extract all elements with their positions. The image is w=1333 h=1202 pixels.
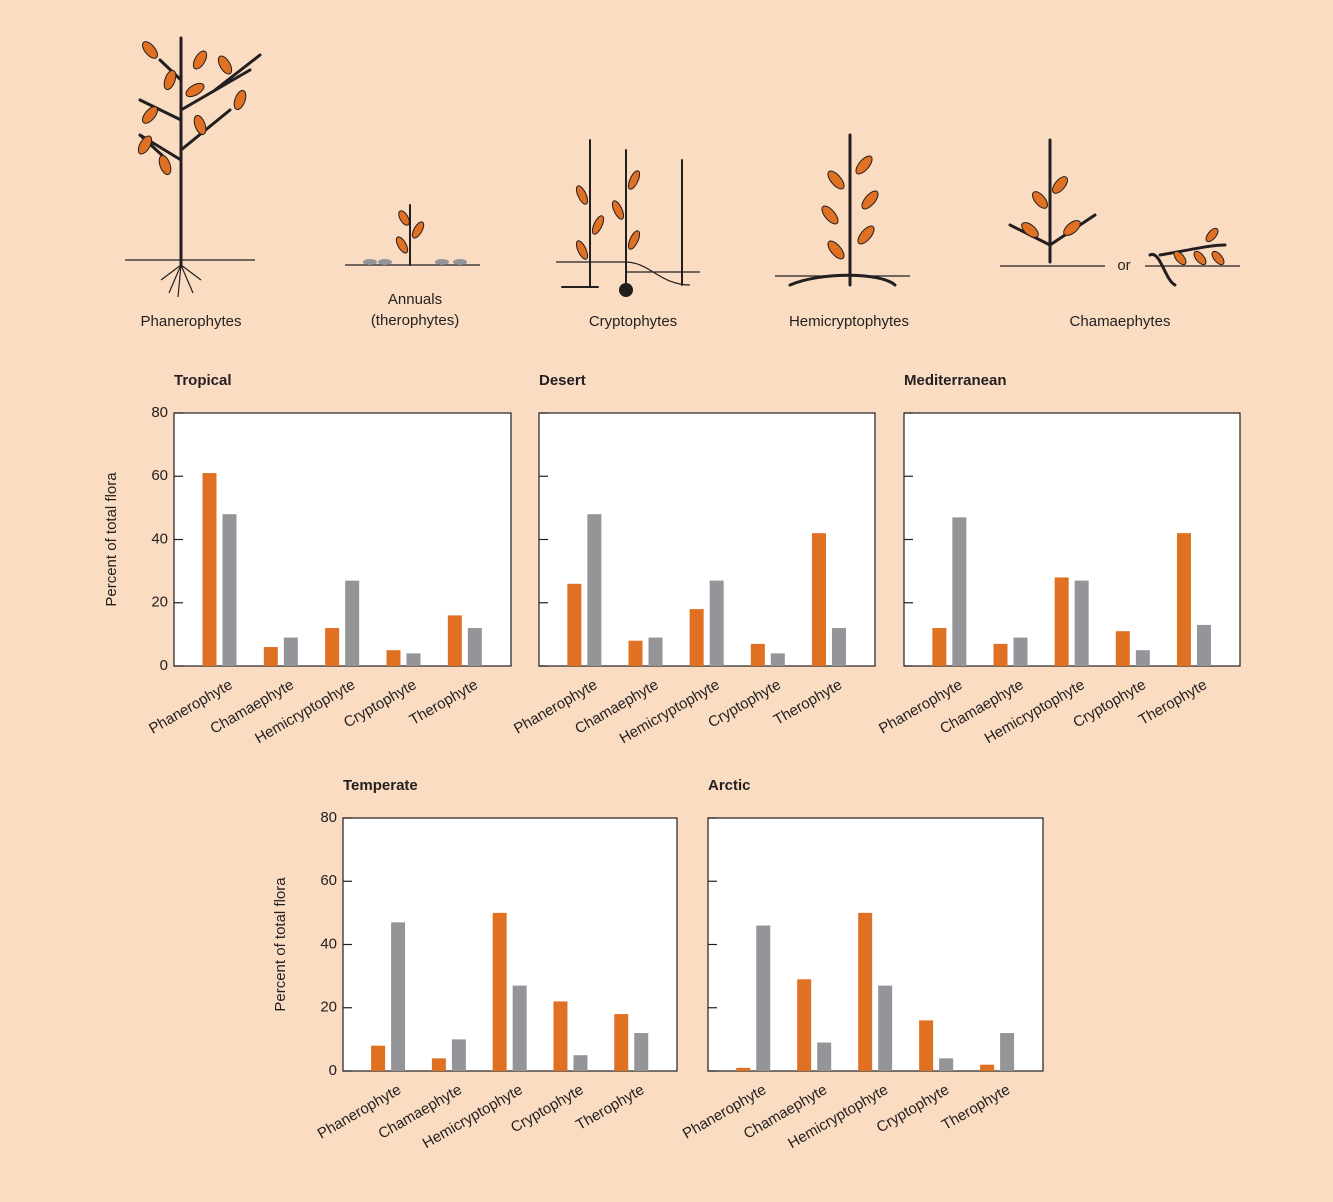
chart-title: Desert — [539, 372, 586, 389]
bar — [202, 473, 217, 666]
bar — [770, 653, 785, 666]
bar — [709, 580, 724, 666]
bar — [391, 922, 406, 1071]
illustrations — [125, 36, 1240, 298]
bar — [878, 985, 893, 1071]
bar — [1013, 637, 1028, 666]
bar — [553, 1001, 568, 1071]
chart-title: Mediterranean — [904, 372, 1007, 389]
bar — [451, 1039, 466, 1071]
y-tick-label: 40 — [320, 935, 337, 952]
bar — [1135, 650, 1150, 666]
bar — [614, 1014, 629, 1071]
bar — [222, 514, 237, 666]
y-axis-label: Percent of total flora — [272, 877, 289, 1012]
bar — [648, 637, 663, 666]
bar — [858, 912, 873, 1071]
bar — [283, 637, 298, 666]
bar — [628, 640, 643, 666]
y-tick-label: 0 — [329, 1062, 337, 1079]
bar — [371, 1045, 386, 1071]
plant-label: Phanerophytes — [141, 313, 242, 330]
bar — [689, 609, 704, 666]
bar — [811, 533, 826, 666]
bar — [512, 985, 527, 1071]
plant-label: Chamaephytes — [1070, 313, 1171, 330]
y-tick-label: 60 — [151, 467, 168, 484]
bar — [634, 1033, 649, 1071]
chart-title: Tropical — [174, 372, 232, 389]
bar — [919, 1020, 934, 1071]
y-tick-label: 60 — [320, 872, 337, 889]
bar — [447, 615, 462, 666]
plant-label: Hemicryptophytes — [789, 313, 909, 330]
chart-title: Temperate — [343, 777, 418, 794]
bar — [1054, 577, 1069, 666]
bar — [1115, 631, 1130, 666]
bar — [492, 912, 507, 1071]
plant-label: Annuals — [388, 291, 442, 308]
bar — [406, 653, 421, 666]
bar — [567, 583, 582, 666]
or-label: or — [1117, 257, 1130, 274]
bar — [325, 628, 340, 666]
bar — [750, 643, 765, 666]
chart-title: Arctic — [708, 777, 751, 794]
bar — [345, 580, 360, 666]
bar — [797, 979, 812, 1071]
y-axis-label: Percent of total flora — [103, 472, 120, 607]
y-tick-label: 0 — [160, 657, 168, 674]
plant-label: (therophytes) — [371, 312, 459, 329]
bar — [980, 1064, 995, 1071]
bar — [736, 1067, 751, 1071]
bar — [817, 1042, 832, 1071]
bar — [1000, 1033, 1015, 1071]
bar — [573, 1055, 588, 1071]
bar — [386, 650, 401, 666]
plant-label: Cryptophytes — [589, 313, 677, 330]
y-tick-label: 20 — [151, 594, 168, 611]
bar — [932, 628, 947, 666]
y-tick-label: 20 — [320, 999, 337, 1016]
y-tick-label: 80 — [320, 809, 337, 826]
y-tick-label: 80 — [151, 404, 168, 421]
bar — [431, 1058, 446, 1071]
bar — [952, 517, 967, 666]
bar — [1074, 580, 1089, 666]
bar — [831, 628, 846, 666]
bar — [467, 628, 482, 666]
bar — [1176, 533, 1191, 666]
bar — [939, 1058, 954, 1071]
bar — [756, 925, 771, 1071]
bar — [587, 514, 602, 666]
bar — [1196, 624, 1211, 666]
bar — [263, 647, 278, 666]
bar — [993, 643, 1008, 666]
y-tick-label: 40 — [151, 530, 168, 547]
